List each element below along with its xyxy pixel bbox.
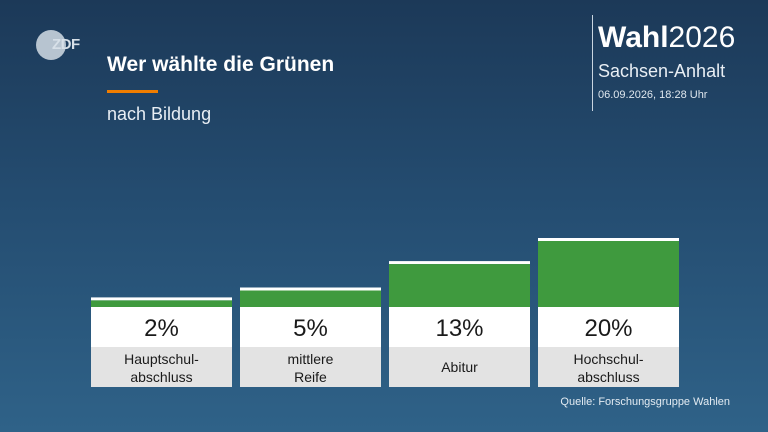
zdf-logo bbox=[36, 30, 66, 60]
bar bbox=[91, 300, 232, 307]
chart-title: Wer wählte die Grünen bbox=[107, 53, 335, 76]
zdf-logo-text: ZDF bbox=[52, 36, 80, 53]
category-label: mittlere Reife bbox=[288, 351, 334, 385]
bar bbox=[538, 241, 679, 307]
value-box bbox=[389, 307, 530, 347]
category-label-line: Hochschul- bbox=[573, 351, 643, 367]
bar bbox=[389, 264, 530, 307]
timestamp: 06.09.2026, 18:28 Uhr bbox=[598, 89, 708, 101]
value-label: 20% bbox=[584, 315, 632, 342]
bar-cap bbox=[240, 287, 381, 291]
source-note: Quelle: Forschungsgruppe Wahlen bbox=[560, 396, 730, 408]
brand-name: Wahl bbox=[598, 21, 669, 54]
value-box bbox=[91, 307, 232, 347]
value-box bbox=[538, 307, 679, 347]
bar bbox=[240, 290, 381, 307]
category-label-line: mittlere bbox=[288, 351, 334, 367]
category-label: Hochschul-abschluss bbox=[573, 351, 643, 385]
bar-cap bbox=[91, 297, 232, 301]
value-label: 13% bbox=[435, 315, 483, 342]
category-box bbox=[91, 347, 232, 387]
category-label-line: abschluss bbox=[577, 369, 639, 385]
category-label-line: abschluss bbox=[130, 369, 192, 385]
bar-cap bbox=[538, 238, 679, 241]
category-box bbox=[389, 347, 530, 387]
category-label: Abitur bbox=[441, 359, 478, 375]
chart-subtitle: nach Bildung bbox=[107, 104, 212, 124]
brand-region: Sachsen-Anhalt bbox=[598, 61, 726, 81]
category-label: Hauptschul-abschluss bbox=[124, 351, 199, 385]
category-label-line: Reife bbox=[294, 369, 327, 385]
brand-year: 2026 bbox=[668, 21, 736, 54]
brand-title: Wahl2026 bbox=[598, 21, 735, 55]
category-box bbox=[240, 347, 381, 387]
value-label: 5% bbox=[293, 315, 328, 342]
category-label-line: Hauptschul- bbox=[124, 351, 199, 367]
brand-divider bbox=[592, 15, 593, 111]
title-accent-line bbox=[107, 90, 158, 93]
category-label-line: Abitur bbox=[441, 359, 478, 375]
category-box bbox=[538, 347, 679, 387]
value-label: 2% bbox=[144, 315, 179, 342]
bar-cap bbox=[389, 261, 530, 265]
value-box bbox=[240, 307, 381, 347]
